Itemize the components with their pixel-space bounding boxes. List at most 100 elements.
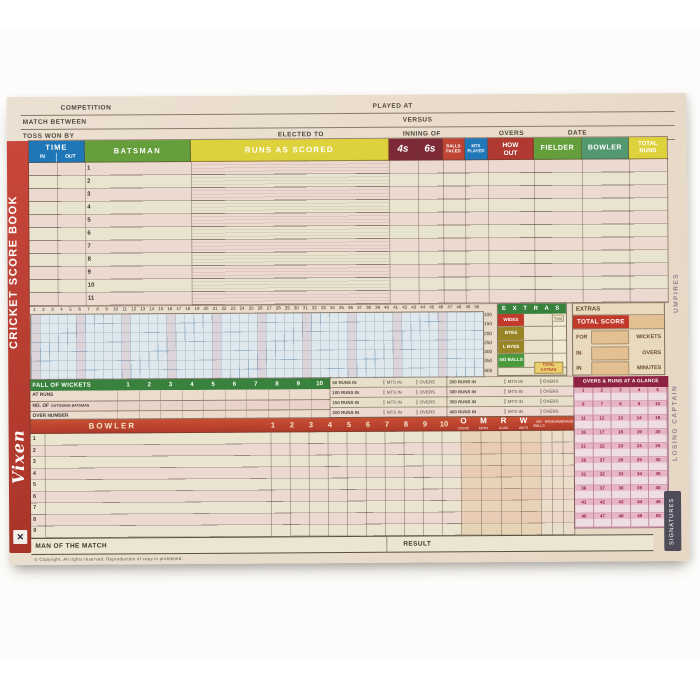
total-score-label: TOTAL SCORE [572,315,629,329]
fall-of-wickets-numbers: 1 2 3 4 5 6 7 8 9 10 [117,381,330,388]
runs-in-label: 400 RUNS IN [449,409,477,415]
glance-over-cell: 48 [612,513,632,528]
m-sub: MDNS [478,425,489,430]
versus-label: VERSUS [402,116,433,124]
tally-number: 37 [357,304,362,310]
milestone-label: 350 [484,359,493,365]
wicket-number: 8 [275,380,279,387]
bowler-row-number: 8 [33,516,37,523]
glance-over-cell: 22 [593,443,612,458]
milestone-label: 100 [483,313,492,319]
tally-number: 29 [284,305,290,311]
glance-over-cell: 20 [649,429,668,444]
mts-in-label: MTS IN [504,398,541,405]
elected-to-label: ELECTED TO [277,131,324,139]
runs-in-label: 300 RUNS IN [449,389,477,395]
extras-row-byes: BYES [497,327,567,341]
in-minutes-label: IN [576,366,582,373]
glance-over-cell: 33 [612,471,631,486]
batting-header-6s: 6s [417,138,443,161]
bowler-row-number: 4 [32,470,36,477]
glance-over-cell: 4 [630,387,649,402]
brand-name: Vixen [8,429,28,484]
batsman-row-number: 9 [87,269,92,276]
bowler-row-numbers: 1 2 3 4 5 6 7 8 9 [33,434,45,538]
tally-number: 20 [203,305,209,311]
r-letter: R [500,416,507,426]
tally-number: 1 [33,306,36,312]
tally-number: 23 [230,305,236,311]
overs-cell-label: OVERS [540,408,574,414]
over-column-number: 8 [403,419,409,429]
wides-column-header: WIDES [544,419,557,424]
over-column-number: 9 [422,419,428,429]
fall-of-wickets-title: FALL OF WICKETS [32,382,92,389]
tally-number: 21 [212,305,218,311]
batting-header-bowler: BOWLER [581,137,629,160]
runs-in-table-right: 250 RUNS IN MTS IN OVERS 300 RUNS IN MTS… [446,375,575,419]
batting-header-fielder: FIELDER [533,137,582,160]
overs-runs-glance: OVERS & RUNS AT A GLANCE 1 2 3 4 5 6 7 8 9 10 11 12… [573,376,670,529]
over-column-number: 4 [327,420,333,430]
inning-of-label: INNING OF [402,130,441,138]
wicket-number: 3 [168,381,173,388]
man-of-the-match-label: MAN OF THE MATCH [35,542,107,550]
no-balls-label: NO BALLS [498,354,525,367]
overs-label: OVERS [498,129,525,138]
date-label: DATE [567,129,588,137]
glance-over-cell: 41 [575,499,594,514]
glance-over-cell: 14 [630,415,650,430]
batting-header-batsman: BATSMAN [84,139,191,163]
glance-over-cell: 1 [574,387,594,402]
tally-number: 16 [167,306,173,312]
leg-byes-entry-area [524,341,552,354]
batsman-row-number: 10 [87,282,95,289]
tally-number: 24 [239,305,245,311]
time-out-label: OUT [65,153,76,160]
bowling-extra-columns: NO BALLS WIDES AVERAGE [533,417,574,431]
tally-number: 33 [320,305,326,311]
mts-in-label: MTS IN [383,409,417,415]
wicket-number: 4 [190,381,194,388]
glance-grid: 1 2 3 4 5 6 7 8 9 10 11 12 13 14 15 16 17 18 19 20 21 22 23 24 2… [573,387,670,529]
bowling-title: BOWLER [88,421,137,431]
batting-header-mts-played: MTS PLAYED [464,138,488,161]
runs-in-table-left: 50 RUNS IN MTS IN OVERS 100 RUNS IN MTS … [329,376,449,420]
tally-number: 48 [456,304,462,310]
tally-number: 7 [87,306,90,312]
at-runs-label: AT RUNS [32,393,54,399]
tally-number: 3 [51,306,54,312]
runs-in-label: 350 RUNS IN [449,399,477,405]
total-label: TOTAL [638,141,658,148]
tally-number: 6 [78,306,81,312]
glance-over-cell: 11 [574,415,594,430]
mts-in-label: MTS IN [504,388,541,395]
for-wickets-row: FOR WICKETS [573,329,664,345]
mts-in-label: MTS IN [383,399,417,405]
competition-label: COMPETITION [60,104,112,112]
bowler-row-number: 1 [32,435,36,442]
overs-entry [591,345,630,361]
milestone-label: 200 [484,331,493,337]
runs-in-label: 200 RUNS IN [332,409,360,416]
scoring-table: TIME IN OUT BATSMAN RUNS AS SCORED 4s 6s… [27,135,670,562]
batsman-row-number: 11 [87,295,95,302]
glance-over-cell: 29 [630,457,650,472]
maidens-column-header: M MDNS [473,416,493,431]
tally-number: 28 [275,305,281,311]
total-score-entry [628,315,665,329]
tally-number: 31 [302,305,308,311]
red-spine: CRICKET SCORE BOOK Vixen ✕ [6,140,32,554]
mts-in-label: MTS IN [504,408,541,415]
bowler-row-number: 3 [32,459,36,466]
tally-number: 9 [105,306,108,312]
batsman-row-number: 6 [87,230,91,237]
outgoing-cells [117,399,331,411]
tally-number: 18 [185,305,191,311]
bowler-row-number: 5 [32,482,37,489]
glance-over-cell: 34 [630,471,650,486]
glance-over-cell: 23 [611,443,631,458]
batsman-row-number: 2 [87,178,91,185]
glance-over-cell: 18 [611,429,631,444]
glance-over-cell: 31 [574,471,594,486]
